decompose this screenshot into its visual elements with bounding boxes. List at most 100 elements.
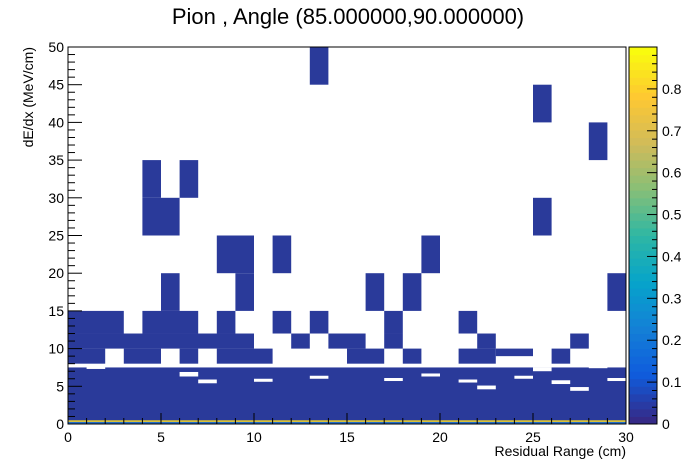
y-tick-label: 45 [48,77,64,93]
colorbar-tick-label: 0.3 [662,290,682,306]
colorbar-segment [629,356,657,365]
colorbar-segment [629,84,657,93]
heatmap-cell [272,310,292,334]
colorbar-segment [629,348,657,357]
heatmap-cell [161,273,180,311]
colorbar-segment [629,145,657,154]
colorbar-segment [629,325,657,335]
colorbar-segment [629,167,657,176]
heatmap-cell [570,333,589,349]
colorbar-segment [629,258,657,267]
colorbar-segment [629,295,657,304]
heatmap-gap [198,379,217,384]
colorbar-segment [629,182,657,191]
heatmap-cell [607,273,626,311]
colorbar-segment [629,77,657,86]
y-tick-label: 40 [48,114,64,130]
x-axis-label: Residual Range (cm) [495,443,627,459]
x-tick-label: 25 [525,429,541,445]
colorbar-tick-label: 0.2 [662,332,682,348]
heatmap-cell [235,273,254,311]
colorbar-ticks: 0 0.1 0.2 0.3 0.4 0.5 0.6 0.7 0.8 [647,46,682,432]
heatmap-gap [551,380,571,385]
heatmap-cell [495,348,533,357]
x-tick-label: 10 [246,429,262,445]
colorbar-segment [629,107,657,116]
heatmap-cell [533,197,552,236]
colorbar-segment [629,47,657,56]
heatmap-gap [309,375,329,379]
heatmap-cell [551,348,571,364]
heatmap-cell [142,310,199,334]
y-tick-label: 30 [48,190,64,206]
colorbar-segment [629,408,657,417]
heatmap-cell [142,197,180,236]
heatmap-gap [421,373,440,377]
colorbar-segment [629,212,657,221]
x-tick-label: 15 [339,429,355,445]
colorbar-segment [629,333,657,342]
colorbar-segment [629,303,657,312]
colorbar-segment [629,265,657,274]
heatmap-gap [458,379,478,383]
heatmap-gap [514,375,533,379]
heatmap-cell [291,333,310,349]
y-tick-label: 0 [56,416,64,432]
heatmap-cell [328,333,366,349]
heatmap-cell [365,273,385,311]
colorbar-segment [629,220,657,229]
heatmap-gap [588,364,608,369]
colorbar-segment [629,341,657,350]
colorbar-segment [629,137,657,146]
heatmap-gap [254,378,273,382]
colorbar-tick-label: 0.7 [662,123,682,139]
colorbar-segment [629,288,657,297]
heatmap-gaps [86,364,626,391]
heatmap-cell [402,273,422,311]
heatmap-cell [179,348,199,364]
colorbar-tick-label: 0.6 [662,165,682,181]
y-tick-label: 15 [48,303,64,319]
heatmap-gap [179,371,199,377]
colorbar-segment [629,310,657,319]
colorbar-segment [629,92,657,101]
heatmap-cell [216,235,254,274]
heatmap-cell [142,160,161,198]
heatmap-gap [607,378,626,382]
colorbar-segment [629,62,657,71]
heatmap-cell [272,235,292,274]
y-tick-label: 50 [48,39,64,55]
heatmap-cell [533,84,552,123]
heatmap-cell [309,47,329,85]
x-tick-label: 20 [432,429,448,445]
y-tick-label: 10 [48,341,64,357]
x-tick-label: 0 [64,429,72,445]
heatmap-gap [86,365,106,369]
colorbar-tick-label: 0.1 [662,374,682,390]
colorbar-segment [629,393,657,402]
colorbar-segment [629,227,657,236]
colorbar-segment [629,205,657,214]
colorbar-segment [629,401,657,410]
y-tick-label: 5 [56,378,64,394]
colorbar-segment [629,54,657,63]
heatmap-gap [477,385,496,390]
colorbar-segment [629,69,657,78]
colorbar-segment [629,160,657,169]
heatmap-cell [179,160,199,198]
heatmap-gap [533,367,552,372]
chart-title: Pion , Angle (85.000000,90.000000) [171,4,525,29]
heatmap-cell [384,310,403,334]
y-tick-label: 25 [48,228,64,244]
colorbar-segment [629,114,657,123]
colorbar-frame [628,46,658,425]
heatmap-cell [216,348,273,364]
colorbar-segment [629,250,657,259]
x-tick-label: 30 [618,429,634,445]
heatmap-cell [477,333,496,349]
y-tick-label: 35 [48,152,64,168]
heatmap-cell [347,348,385,364]
heatmap-cell [68,310,124,334]
colorbar-segment [629,386,657,395]
